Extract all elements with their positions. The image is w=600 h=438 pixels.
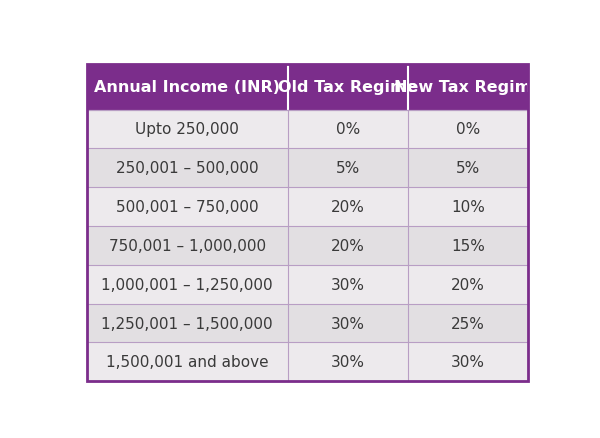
Text: 1,500,001 and above: 1,500,001 and above [106, 354, 268, 370]
Bar [86, 304, 287, 343]
Text: 250,001 – 500,000: 250,001 – 500,000 [116, 161, 259, 176]
Text: 30%: 30% [331, 277, 365, 292]
Text: 0%: 0% [456, 122, 480, 137]
Bar [287, 188, 408, 226]
Bar [287, 64, 408, 110]
Text: 1,250,001 – 1,500,000: 1,250,001 – 1,500,000 [101, 316, 273, 331]
Bar [408, 64, 529, 110]
Bar [408, 304, 529, 343]
Bar [86, 265, 287, 304]
Bar [86, 149, 287, 188]
Text: 25%: 25% [451, 316, 485, 331]
Bar [287, 226, 408, 265]
Text: Old Tax Regime: Old Tax Regime [278, 80, 418, 95]
Bar [408, 226, 529, 265]
Bar [287, 304, 408, 343]
Bar [408, 188, 529, 226]
Bar [287, 149, 408, 188]
Bar [408, 110, 529, 149]
Text: 30%: 30% [451, 354, 485, 370]
Bar [86, 343, 287, 381]
Bar [86, 188, 287, 226]
Bar [86, 64, 287, 110]
Text: 0%: 0% [335, 122, 360, 137]
Text: Upto 250,000: Upto 250,000 [135, 122, 239, 137]
Text: 5%: 5% [456, 161, 480, 176]
Bar [86, 226, 287, 265]
Text: 1,000,001 – 1,250,000: 1,000,001 – 1,250,000 [101, 277, 273, 292]
Text: Annual Income (INR): Annual Income (INR) [94, 80, 280, 95]
Text: 30%: 30% [331, 354, 365, 370]
Bar [408, 343, 529, 381]
Bar [287, 265, 408, 304]
Text: 750,001 – 1,000,000: 750,001 – 1,000,000 [109, 238, 266, 253]
Text: 10%: 10% [451, 200, 485, 215]
Bar [86, 110, 287, 149]
Text: 20%: 20% [331, 238, 365, 253]
Text: 20%: 20% [451, 277, 485, 292]
Text: 500,001 – 750,000: 500,001 – 750,000 [116, 200, 259, 215]
Text: 30%: 30% [331, 316, 365, 331]
Text: 20%: 20% [331, 200, 365, 215]
Text: 15%: 15% [451, 238, 485, 253]
Bar [287, 343, 408, 381]
Bar [287, 110, 408, 149]
Bar [408, 265, 529, 304]
Bar [408, 149, 529, 188]
Text: 5%: 5% [335, 161, 360, 176]
Text: New Tax Regime: New Tax Regime [394, 80, 542, 95]
